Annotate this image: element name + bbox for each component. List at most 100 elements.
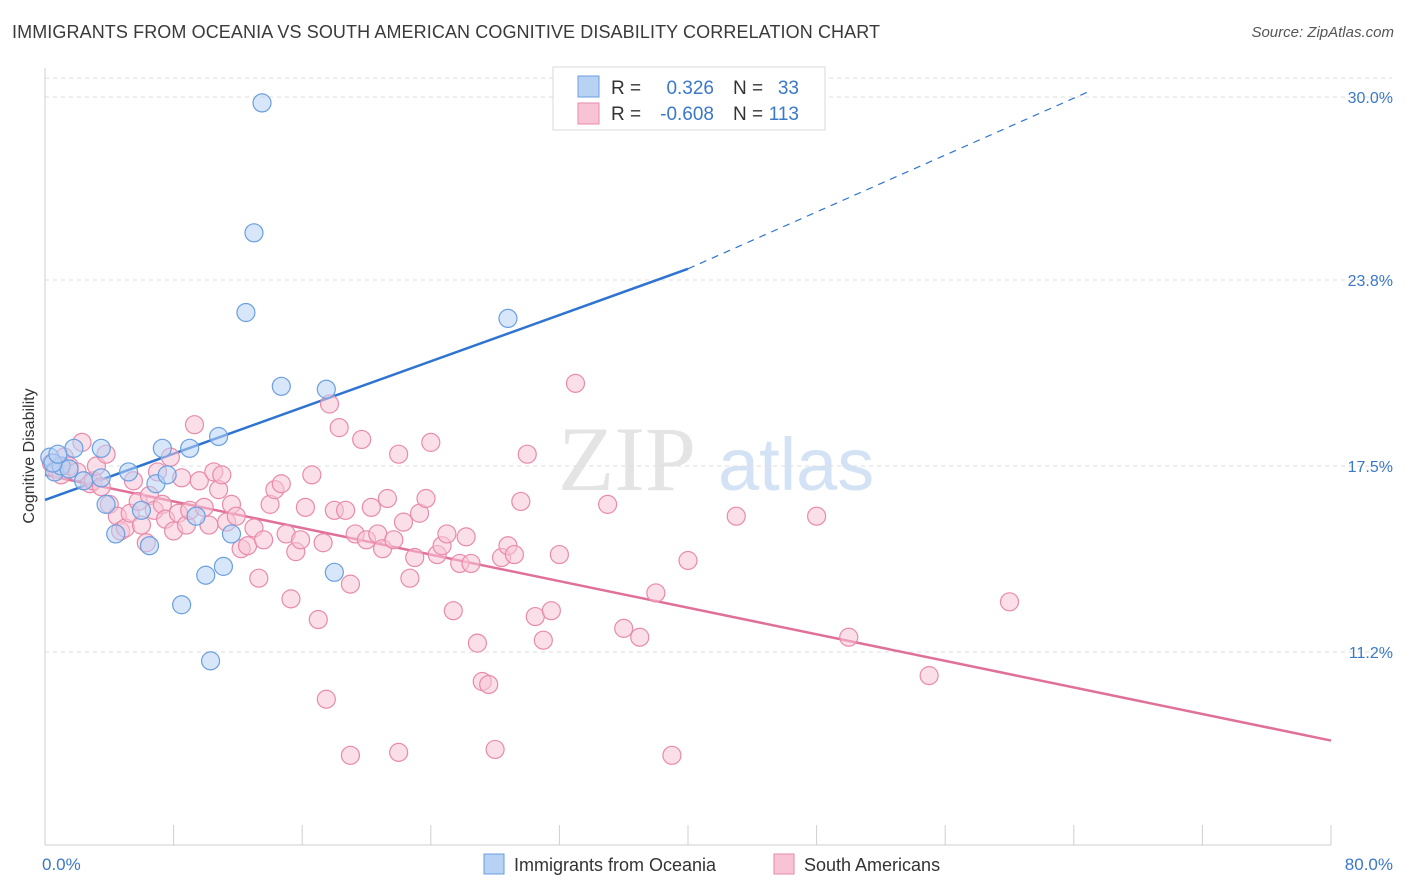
point-oceania (221, 524, 242, 544)
point-oceania (186, 506, 206, 526)
point-south-american (565, 373, 586, 393)
point-south-american (662, 745, 682, 765)
point-oceania (172, 595, 192, 615)
point-south-american (361, 497, 381, 517)
point-oceania (180, 438, 200, 458)
point-south-american (352, 429, 372, 450)
point-oceania (48, 444, 68, 464)
point-south-american (226, 506, 246, 526)
x-tick-label: 0.0% (42, 855, 81, 874)
tick-labels: 11.2% 17.5% 23.8% 30.0% 0.0% 80.0% (42, 90, 1393, 874)
point-south-american (614, 618, 634, 638)
point-south-american (806, 506, 827, 526)
point-south-american (377, 488, 397, 509)
point-south-american (456, 527, 476, 547)
series-legend: Immigrants from Oceania South Americans (483, 853, 940, 875)
point-south-american (405, 547, 425, 568)
point-south-american (646, 583, 666, 603)
y-axis-title: Cognitive Disability (21, 388, 38, 523)
stats-r-label-south: R = (611, 104, 641, 125)
point-south-american (384, 530, 404, 550)
y-tick-label: 30.0% (1348, 90, 1393, 107)
trend-line-oceania-extension (687, 90, 1091, 270)
point-oceania (200, 651, 221, 671)
trend-lines (44, 90, 1332, 742)
point-south-american (678, 550, 698, 571)
point-south-american (839, 627, 859, 647)
point-south-american (254, 530, 274, 550)
point-oceania (59, 459, 79, 479)
point-south-american (467, 633, 488, 653)
watermark-atlas: atlas (718, 423, 874, 506)
point-south-american (504, 544, 524, 565)
point-oceania (236, 302, 256, 323)
legend-label-south: South Americans (804, 855, 940, 875)
point-south-american (511, 491, 531, 512)
point-south-american (336, 500, 356, 520)
point-south-american (295, 497, 316, 517)
stats-swatch-south (577, 102, 600, 125)
point-oceania (73, 471, 94, 491)
watermark-zip: ZIP (558, 408, 696, 510)
point-oceania (91, 438, 111, 458)
point-south-american (184, 415, 205, 435)
y-tick-label: 17.5% (1348, 459, 1393, 476)
legend-label-oceania: Immigrants from Oceania (514, 855, 717, 875)
legend-swatch-oceania (483, 853, 505, 875)
point-south-american (525, 606, 545, 627)
stats-r-value-south: -0.608 (660, 104, 714, 125)
point-south-american (416, 488, 436, 509)
point-oceania (152, 438, 172, 458)
point-south-american (549, 544, 570, 565)
point-south-american (533, 630, 553, 650)
point-south-american (389, 742, 409, 762)
point-oceania (96, 494, 116, 514)
point-south-american (281, 589, 301, 609)
point-south-american (999, 592, 1020, 612)
stats-n-label-oceania: N = (733, 78, 763, 99)
point-south-american (249, 568, 269, 588)
point-south-american (726, 506, 746, 526)
point-oceania (131, 500, 152, 520)
point-south-american (308, 609, 328, 630)
point-oceania (106, 524, 126, 544)
point-oceania (213, 556, 234, 576)
trend-line-oceania (44, 267, 689, 502)
point-south-american (541, 601, 561, 621)
point-south-american (421, 432, 441, 452)
point-oceania (118, 462, 139, 482)
stats-legend: R = 0.326 N = 33 R = -0.608 N = 113 (552, 66, 826, 131)
point-oceania (157, 465, 177, 485)
point-south-american (443, 601, 463, 621)
point-oceania (316, 379, 336, 399)
stats-r-value-oceania: 0.326 (666, 78, 714, 99)
data-points (40, 93, 1020, 765)
stats-r-label-oceania: R = (611, 78, 641, 99)
point-south-american (290, 530, 311, 550)
point-oceania (244, 223, 264, 243)
stats-n-value-oceania: 33 (778, 78, 799, 99)
point-south-american (461, 553, 481, 574)
point-south-american (329, 418, 349, 438)
point-south-american (389, 444, 409, 464)
trend-line-south-american (44, 473, 1332, 742)
point-oceania (271, 376, 291, 396)
point-south-american (313, 533, 333, 553)
legend-swatch-south (773, 853, 795, 875)
chart-title: IMMIGRANTS FROM OCEANIA VS SOUTH AMERICA… (12, 22, 881, 42)
stats-n-label-south: N = (733, 104, 763, 125)
point-south-american (485, 739, 505, 760)
point-south-american (302, 465, 322, 485)
source-label: Source: ZipAtlas.com (1251, 24, 1394, 41)
point-south-american (479, 674, 499, 695)
point-south-american (189, 471, 209, 491)
point-oceania (252, 93, 272, 113)
y-tick-label: 23.8% (1348, 273, 1393, 290)
stats-swatch-oceania (577, 75, 600, 98)
point-south-american (340, 745, 361, 765)
y-tick-label: 11.2% (1349, 645, 1393, 662)
point-south-american (517, 444, 537, 464)
point-south-american (400, 568, 420, 588)
point-south-american (437, 524, 457, 544)
